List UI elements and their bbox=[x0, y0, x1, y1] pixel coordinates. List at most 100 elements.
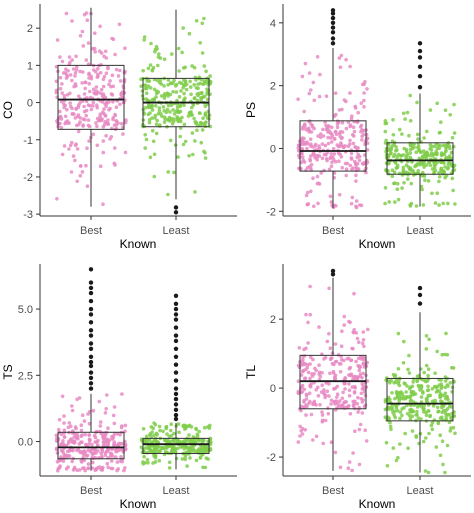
jitter-point bbox=[59, 99, 64, 104]
jitter-point bbox=[440, 439, 445, 444]
jitter-point bbox=[342, 358, 346, 363]
jitter-point bbox=[338, 134, 343, 138]
jitter-point bbox=[91, 460, 95, 465]
jitter-point bbox=[300, 432, 305, 436]
jitter-point bbox=[435, 405, 440, 410]
jitter-point bbox=[447, 420, 452, 425]
jitter-point bbox=[392, 413, 397, 418]
jitter-point bbox=[150, 108, 155, 112]
panel-ts-outlier-best bbox=[88, 381, 94, 386]
jitter-point bbox=[73, 158, 77, 163]
jitter-point bbox=[186, 114, 191, 118]
jitter-point bbox=[153, 460, 158, 464]
jitter-point bbox=[356, 410, 360, 414]
panel-ts-outlier-best bbox=[88, 306, 94, 312]
jitter-point bbox=[87, 410, 92, 414]
jitter-point bbox=[329, 136, 333, 140]
jitter-point bbox=[199, 96, 203, 100]
jitter-point bbox=[152, 433, 156, 438]
jitter-point bbox=[194, 19, 199, 23]
jitter-point bbox=[329, 164, 334, 168]
jitter-point bbox=[437, 175, 442, 179]
panel-co-ytick-label: -1 bbox=[23, 135, 33, 147]
jitter-point bbox=[400, 413, 404, 418]
jitter-point bbox=[120, 459, 124, 464]
jitter-point bbox=[172, 78, 176, 83]
jitter-point bbox=[424, 413, 429, 418]
jitter-point bbox=[200, 90, 204, 95]
jitter-point bbox=[430, 399, 435, 404]
jitter-point bbox=[55, 197, 59, 201]
jitter-point bbox=[158, 124, 162, 128]
jitter-point bbox=[69, 170, 74, 174]
panel-ps-outlier-best bbox=[330, 11, 336, 16]
jitter-point bbox=[420, 174, 425, 178]
jitter-point bbox=[102, 123, 107, 127]
jitter-point bbox=[190, 105, 194, 110]
jitter-point bbox=[416, 169, 421, 173]
jitter-point bbox=[200, 21, 205, 26]
jitter-point bbox=[87, 139, 91, 143]
jitter-point bbox=[327, 331, 331, 336]
jitter-point bbox=[92, 451, 97, 455]
panel-ps-outlier-best bbox=[330, 41, 336, 46]
jitter-point bbox=[157, 52, 161, 56]
jitter-point bbox=[335, 392, 340, 397]
jitter-point bbox=[342, 314, 347, 319]
jitter-point bbox=[180, 50, 184, 55]
jitter-point bbox=[427, 431, 431, 436]
jitter-point bbox=[421, 203, 426, 207]
jitter-point bbox=[351, 451, 355, 455]
jitter-point bbox=[392, 152, 397, 157]
jitter-point bbox=[296, 379, 301, 384]
jitter-point bbox=[83, 80, 88, 85]
jitter-point bbox=[398, 416, 402, 421]
jitter-point bbox=[64, 11, 69, 16]
jitter-point bbox=[389, 147, 394, 152]
jitter-point bbox=[405, 152, 410, 157]
jitter-point bbox=[428, 163, 433, 168]
panel-co-ytick-label: 1 bbox=[27, 60, 33, 72]
jitter-point bbox=[452, 102, 456, 107]
jitter-point bbox=[296, 440, 301, 444]
jitter-point bbox=[323, 120, 328, 125]
jitter-point bbox=[177, 95, 182, 99]
jitter-point bbox=[358, 422, 363, 427]
jitter-point bbox=[323, 143, 328, 148]
jitter-point bbox=[362, 98, 366, 103]
jitter-point bbox=[114, 119, 118, 123]
jitter-point bbox=[69, 424, 73, 429]
jitter-point bbox=[450, 136, 455, 140]
jitter-point bbox=[77, 122, 81, 127]
jitter-point bbox=[433, 168, 438, 173]
jitter-point bbox=[305, 365, 310, 370]
jitter-point bbox=[358, 355, 363, 360]
jitter-point bbox=[424, 436, 428, 440]
jitter-point bbox=[142, 38, 146, 42]
jitter-point bbox=[162, 438, 167, 442]
jitter-point bbox=[57, 465, 62, 470]
jitter-point bbox=[365, 379, 370, 383]
jitter-point bbox=[119, 91, 124, 96]
jitter-point bbox=[113, 52, 117, 57]
jitter-point bbox=[81, 117, 86, 121]
jitter-point bbox=[168, 138, 173, 143]
jitter-point bbox=[197, 429, 201, 434]
jitter-point bbox=[159, 94, 164, 98]
jitter-point bbox=[315, 55, 320, 59]
jitter-point bbox=[389, 427, 393, 432]
panel-ts-outlier-least bbox=[173, 402, 179, 407]
jitter-point bbox=[166, 117, 170, 122]
jitter-point bbox=[396, 367, 401, 371]
jitter-point bbox=[300, 127, 305, 131]
jitter-point bbox=[54, 64, 59, 69]
jitter-point bbox=[300, 362, 305, 366]
jitter-point bbox=[337, 131, 342, 136]
jitter-point bbox=[300, 155, 305, 159]
jitter-point bbox=[426, 409, 431, 413]
jitter-point bbox=[145, 457, 150, 462]
jitter-point bbox=[319, 171, 324, 175]
jitter-point bbox=[70, 19, 74, 23]
jitter-point bbox=[444, 331, 448, 336]
panel-ps-outlier-least bbox=[417, 64, 423, 70]
